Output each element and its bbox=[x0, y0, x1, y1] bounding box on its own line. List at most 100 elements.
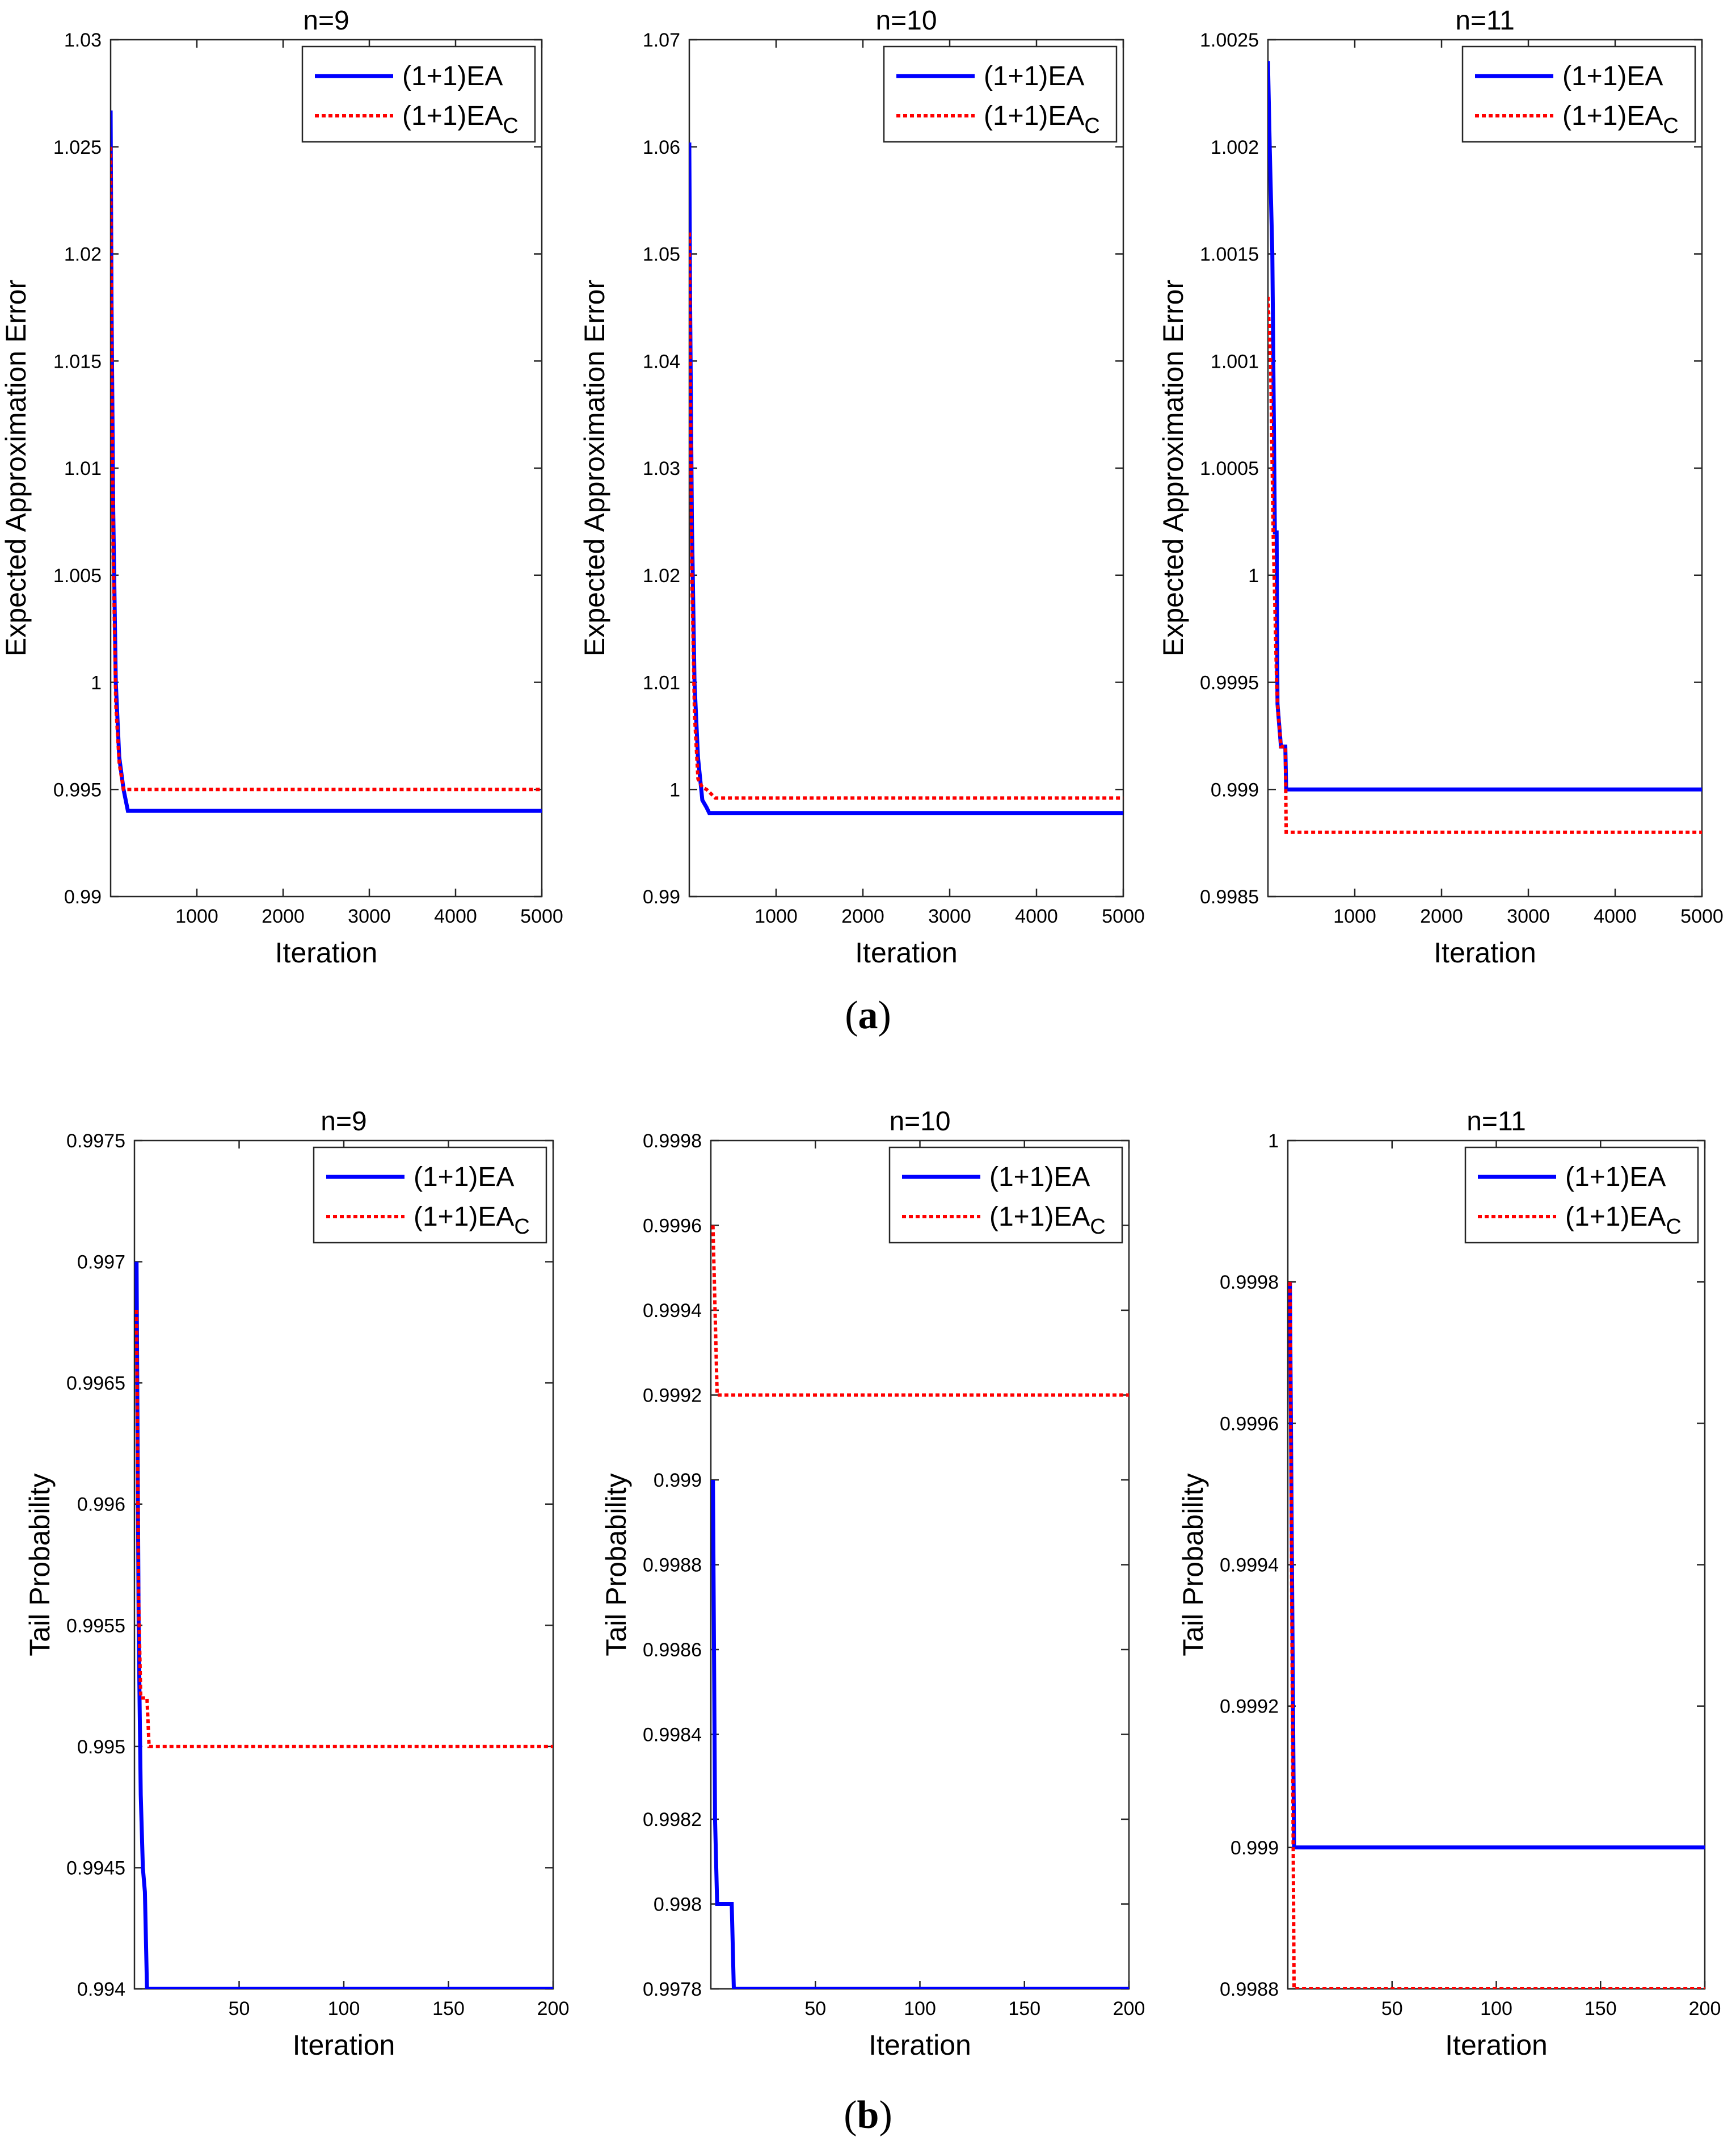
y-axis-label: Expected Approximation Error bbox=[1157, 280, 1189, 657]
x-axis-label: Iteration bbox=[855, 937, 958, 969]
x-tick-label: 2000 bbox=[1420, 906, 1463, 927]
legend-box bbox=[313, 1146, 547, 1244]
x-tick-label: 5000 bbox=[520, 906, 563, 927]
y-tick-label: 0.995 bbox=[77, 1736, 125, 1758]
legend-label-ea: (1+1)EA bbox=[414, 1162, 514, 1192]
legend-box bbox=[1461, 45, 1696, 143]
x-tick-label: 150 bbox=[1585, 1998, 1617, 2020]
y-tick-label: 1.03 bbox=[643, 458, 680, 479]
legend-label-ea: (1+1)EA bbox=[1565, 1162, 1666, 1192]
chart-title: n=10 bbox=[889, 1107, 950, 1137]
legend-label-ea: (1+1)EA bbox=[984, 61, 1084, 91]
x-tick-label: 150 bbox=[432, 1998, 465, 2020]
x-tick-label: 100 bbox=[904, 1998, 936, 2020]
x-tick-label: 4000 bbox=[1594, 906, 1637, 927]
chart-title: n=11 bbox=[1455, 6, 1515, 36]
y-tick-label: 0.9994 bbox=[643, 1300, 702, 1322]
x-axis-label: Iteration bbox=[1434, 937, 1536, 969]
y-tick-label: 1.0025 bbox=[1200, 30, 1259, 51]
y-tick-label: 0.9996 bbox=[643, 1215, 702, 1237]
y-tick-label: 1.025 bbox=[53, 137, 102, 158]
legend-box bbox=[888, 1146, 1123, 1244]
y-tick-label: 1.0005 bbox=[1200, 458, 1259, 479]
legend-label-eac-subscript: C bbox=[1084, 114, 1099, 138]
y-tick-label: 0.9988 bbox=[1220, 1979, 1279, 2000]
chart-a-1: 0.99 0.995 1 1.005 1.01 1.015 1.02 1.025 1.03 100… bbox=[0, 6, 563, 969]
y-axis-label: Tail Probability bbox=[600, 1473, 632, 1656]
y-tick-label: 0.996 bbox=[77, 1494, 125, 1516]
y-tick-label: 0.999 bbox=[654, 1470, 702, 1491]
chart-title: n=9 bbox=[303, 6, 349, 36]
plot-area bbox=[1287, 1139, 1706, 1990]
y-axis-label: Tail Probability bbox=[24, 1473, 56, 1656]
x-tick-label: 150 bbox=[1008, 1998, 1040, 2020]
chart-title: n=10 bbox=[875, 6, 937, 36]
legend-label-ea: (1+1)EA bbox=[1562, 61, 1663, 91]
y-tick-label: 0.99 bbox=[64, 886, 102, 908]
series-line-eac bbox=[134, 1310, 553, 1748]
y-tick-label: 0.999 bbox=[1231, 1837, 1279, 1859]
x-tick-label: 3000 bbox=[348, 906, 391, 927]
y-tick-label: 1.0015 bbox=[1200, 244, 1259, 266]
y-tick-label: 0.9978 bbox=[643, 1979, 702, 2000]
chart-title: n=9 bbox=[321, 1107, 366, 1137]
chart-a-3: 0.9985 0.999 0.9995 1 1.0005 1.001 1.0015 1.002… bbox=[1157, 6, 1724, 969]
y-tick-label: 0.999 bbox=[1211, 779, 1259, 801]
legend-box bbox=[883, 45, 1118, 143]
y-tick-label: 0.9975 bbox=[66, 1130, 125, 1152]
x-tick-label: 5000 bbox=[1680, 906, 1724, 927]
x-tick-label: 4000 bbox=[1015, 906, 1058, 927]
x-tick-label: 2000 bbox=[262, 906, 305, 927]
chart-b-2: 0.9978 0.998 0.9982 0.9984 0.9986 0.9988 0.999… bbox=[600, 1107, 1145, 2061]
y-tick-label: 1.005 bbox=[53, 565, 102, 587]
series-line-eac bbox=[689, 232, 1123, 800]
chart-b-1: 0.994 0.9945 0.995 0.9955 0.996 0.9965 0.997 0.… bbox=[24, 1107, 569, 2061]
y-tick-label: 1 bbox=[1248, 565, 1259, 587]
y-tick-label: 0.9988 bbox=[643, 1555, 702, 1576]
caption-a: (a) bbox=[845, 994, 891, 1037]
x-tick-label: 2000 bbox=[841, 906, 884, 927]
y-tick-label: 0.998 bbox=[654, 1894, 702, 1916]
y-tick-label: 0.9955 bbox=[66, 1615, 125, 1636]
y-tick-label: 0.9998 bbox=[643, 1130, 702, 1152]
y-tick-label: 0.994 bbox=[77, 1979, 125, 2000]
x-axis-label: Iteration bbox=[1445, 2029, 1548, 2061]
y-tick-label: 1.002 bbox=[1211, 137, 1259, 158]
y-tick-label: 1.01 bbox=[64, 458, 102, 479]
y-tick-label: 0.9992 bbox=[643, 1385, 702, 1407]
x-tick-label: 4000 bbox=[434, 906, 477, 927]
x-axis-label: Iteration bbox=[275, 937, 378, 969]
y-tick-label: 1.03 bbox=[64, 30, 102, 51]
y-tick-label: 0.997 bbox=[77, 1252, 125, 1273]
x-tick-label: 3000 bbox=[1507, 906, 1550, 927]
y-tick-label: 0.9985 bbox=[1200, 886, 1259, 908]
y-tick-label: 0.9965 bbox=[66, 1373, 125, 1394]
legend-box bbox=[301, 45, 536, 143]
x-tick-label: 200 bbox=[537, 1998, 570, 2020]
legend-label-eac-subscript: C bbox=[1663, 114, 1678, 138]
x-tick-label: 100 bbox=[1480, 1998, 1512, 2020]
y-tick-label: 0.9998 bbox=[1220, 1272, 1279, 1293]
y-tick-label: 0.9995 bbox=[1200, 672, 1259, 694]
y-tick-label: 1.02 bbox=[64, 244, 102, 266]
legend-box bbox=[1464, 1146, 1699, 1244]
legend-label-eac-subscript: C bbox=[1090, 1215, 1105, 1239]
series-line-eac bbox=[111, 146, 542, 792]
x-tick-label: 50 bbox=[804, 1998, 826, 2020]
y-tick-label: 0.9986 bbox=[643, 1639, 702, 1661]
legend-label-eac-subscript: C bbox=[514, 1215, 529, 1239]
legend-label-eac-subscript: C bbox=[1666, 1215, 1681, 1239]
y-axis-label: Expected Approximation Error bbox=[0, 280, 32, 657]
x-tick-label: 1000 bbox=[1333, 906, 1376, 927]
legend-label-eac-subscript: C bbox=[503, 114, 518, 138]
chart-title: n=11 bbox=[1467, 1107, 1526, 1137]
y-tick-label: 1 bbox=[91, 672, 102, 694]
y-tick-label: 1.015 bbox=[53, 351, 102, 372]
x-tick-label: 50 bbox=[229, 1998, 250, 2020]
series-line-ea bbox=[711, 1479, 1129, 1989]
y-tick-label: 0.9982 bbox=[643, 1809, 702, 1831]
y-tick-label: 0.99 bbox=[643, 886, 680, 908]
y-tick-label: 1.01 bbox=[643, 672, 680, 694]
